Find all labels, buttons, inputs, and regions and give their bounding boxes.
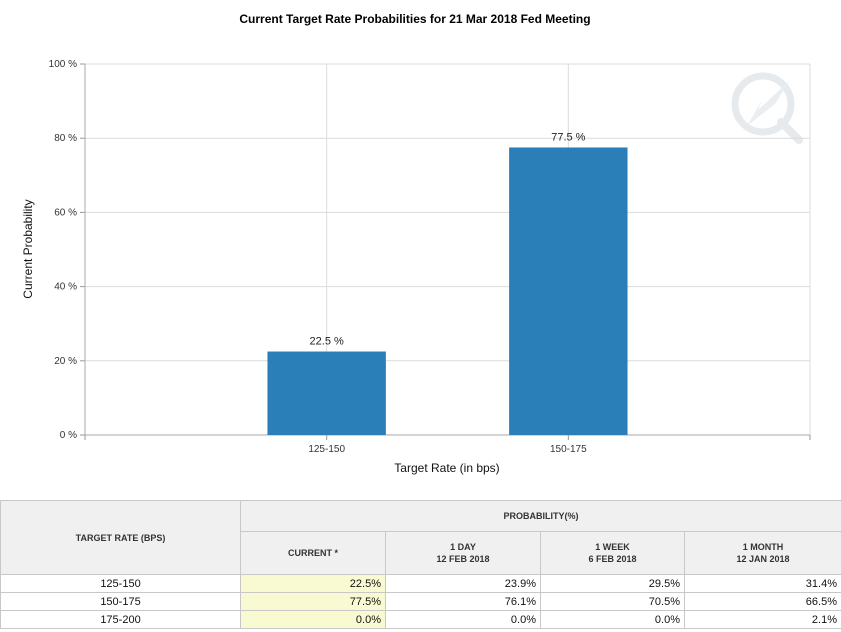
y-tick-label: 80 % bbox=[54, 133, 77, 144]
bar-chart: Current Target Rate Probabilities for 21… bbox=[21, 12, 811, 475]
one-day-label: 1 DAY bbox=[450, 542, 476, 552]
one-month-cell: 2.1% bbox=[684, 610, 841, 629]
bar-data-label: 22.5 % bbox=[310, 336, 344, 348]
rate-cell: 125-150 bbox=[0, 574, 241, 593]
current-cell: 77.5% bbox=[240, 592, 386, 611]
one-day-cell: 0.0% bbox=[385, 610, 541, 629]
table-row: 175-200 0.0% 0.0% 0.0% 2.1% bbox=[0, 610, 841, 629]
one-day-cell: 76.1% bbox=[385, 592, 541, 611]
one-day-cell: 23.9% bbox=[385, 574, 541, 593]
current-cell: 22.5% bbox=[240, 574, 386, 593]
x-tick-label: 125-150 bbox=[308, 444, 345, 455]
table-row: 150-175 77.5% 76.1% 70.5% 66.5% bbox=[0, 592, 841, 611]
y-tick-label: 0 % bbox=[60, 430, 77, 441]
one-month-cell: 31.4% bbox=[684, 574, 841, 593]
chart-container: Current Target Rate Probabilities for 21… bbox=[21, 12, 811, 475]
one-month-column-header: 1 MONTH 12 JAN 2018 bbox=[684, 531, 841, 575]
x-axis-ticks: 125-150 150-175 bbox=[84, 435, 811, 455]
one-week-cell: 29.5% bbox=[540, 574, 685, 593]
grid-lines bbox=[84, 63, 811, 436]
y-axis-title: Current Probability bbox=[21, 199, 35, 298]
rate-cell: 175-200 bbox=[0, 610, 241, 629]
bars bbox=[267, 147, 628, 435]
quikstrike-watermark-icon bbox=[731, 72, 803, 144]
y-tick-label: 100 % bbox=[49, 59, 77, 70]
probability-header: PROBABILITY(%) bbox=[240, 500, 841, 532]
chart-title: Current Target Rate Probabilities for 21… bbox=[239, 12, 590, 26]
probability-table-container: TARGET RATE (BPS) PROBABILITY(%) CURRENT… bbox=[0, 500, 841, 629]
y-axis-ticks: 0 % 20 % 40 % 60 % 80 % 100 % bbox=[49, 59, 85, 441]
bar bbox=[509, 147, 628, 435]
one-month-cell: 66.5% bbox=[684, 592, 841, 611]
y-tick-label: 60 % bbox=[54, 207, 77, 218]
one-month-label: 1 MONTH bbox=[742, 542, 784, 552]
one-day-date: 12 FEB 2018 bbox=[436, 554, 490, 564]
y-tick-label: 20 % bbox=[54, 356, 77, 367]
x-axis-title: Target Rate (in bps) bbox=[394, 461, 499, 475]
current-column-header: CURRENT * bbox=[240, 531, 386, 575]
target-rate-header: TARGET RATE (BPS) bbox=[0, 500, 241, 575]
bar-data-label: 77.5 % bbox=[551, 131, 585, 143]
y-tick-label: 40 % bbox=[54, 282, 77, 293]
x-tick-label: 150-175 bbox=[550, 444, 587, 455]
probability-table: TARGET RATE (BPS) PROBABILITY(%) CURRENT… bbox=[0, 500, 841, 629]
one-week-date: 6 FEB 2018 bbox=[588, 554, 637, 564]
one-week-cell: 0.0% bbox=[540, 610, 685, 629]
one-month-date: 12 JAN 2018 bbox=[736, 554, 790, 564]
current-cell: 0.0% bbox=[240, 610, 386, 629]
current-header-label: CURRENT * bbox=[287, 548, 338, 558]
rate-cell: 150-175 bbox=[0, 592, 241, 611]
data-labels: 22.5 % 77.5 % bbox=[310, 131, 586, 347]
one-day-column-header: 1 DAY 12 FEB 2018 bbox=[385, 531, 541, 575]
one-week-label: 1 WEEK bbox=[595, 542, 630, 552]
one-week-column-header: 1 WEEK 6 FEB 2018 bbox=[540, 531, 685, 575]
table-row: 125-150 22.5% 23.9% 29.5% 31.4% bbox=[0, 574, 841, 593]
one-week-cell: 70.5% bbox=[540, 592, 685, 611]
bar bbox=[267, 351, 386, 435]
